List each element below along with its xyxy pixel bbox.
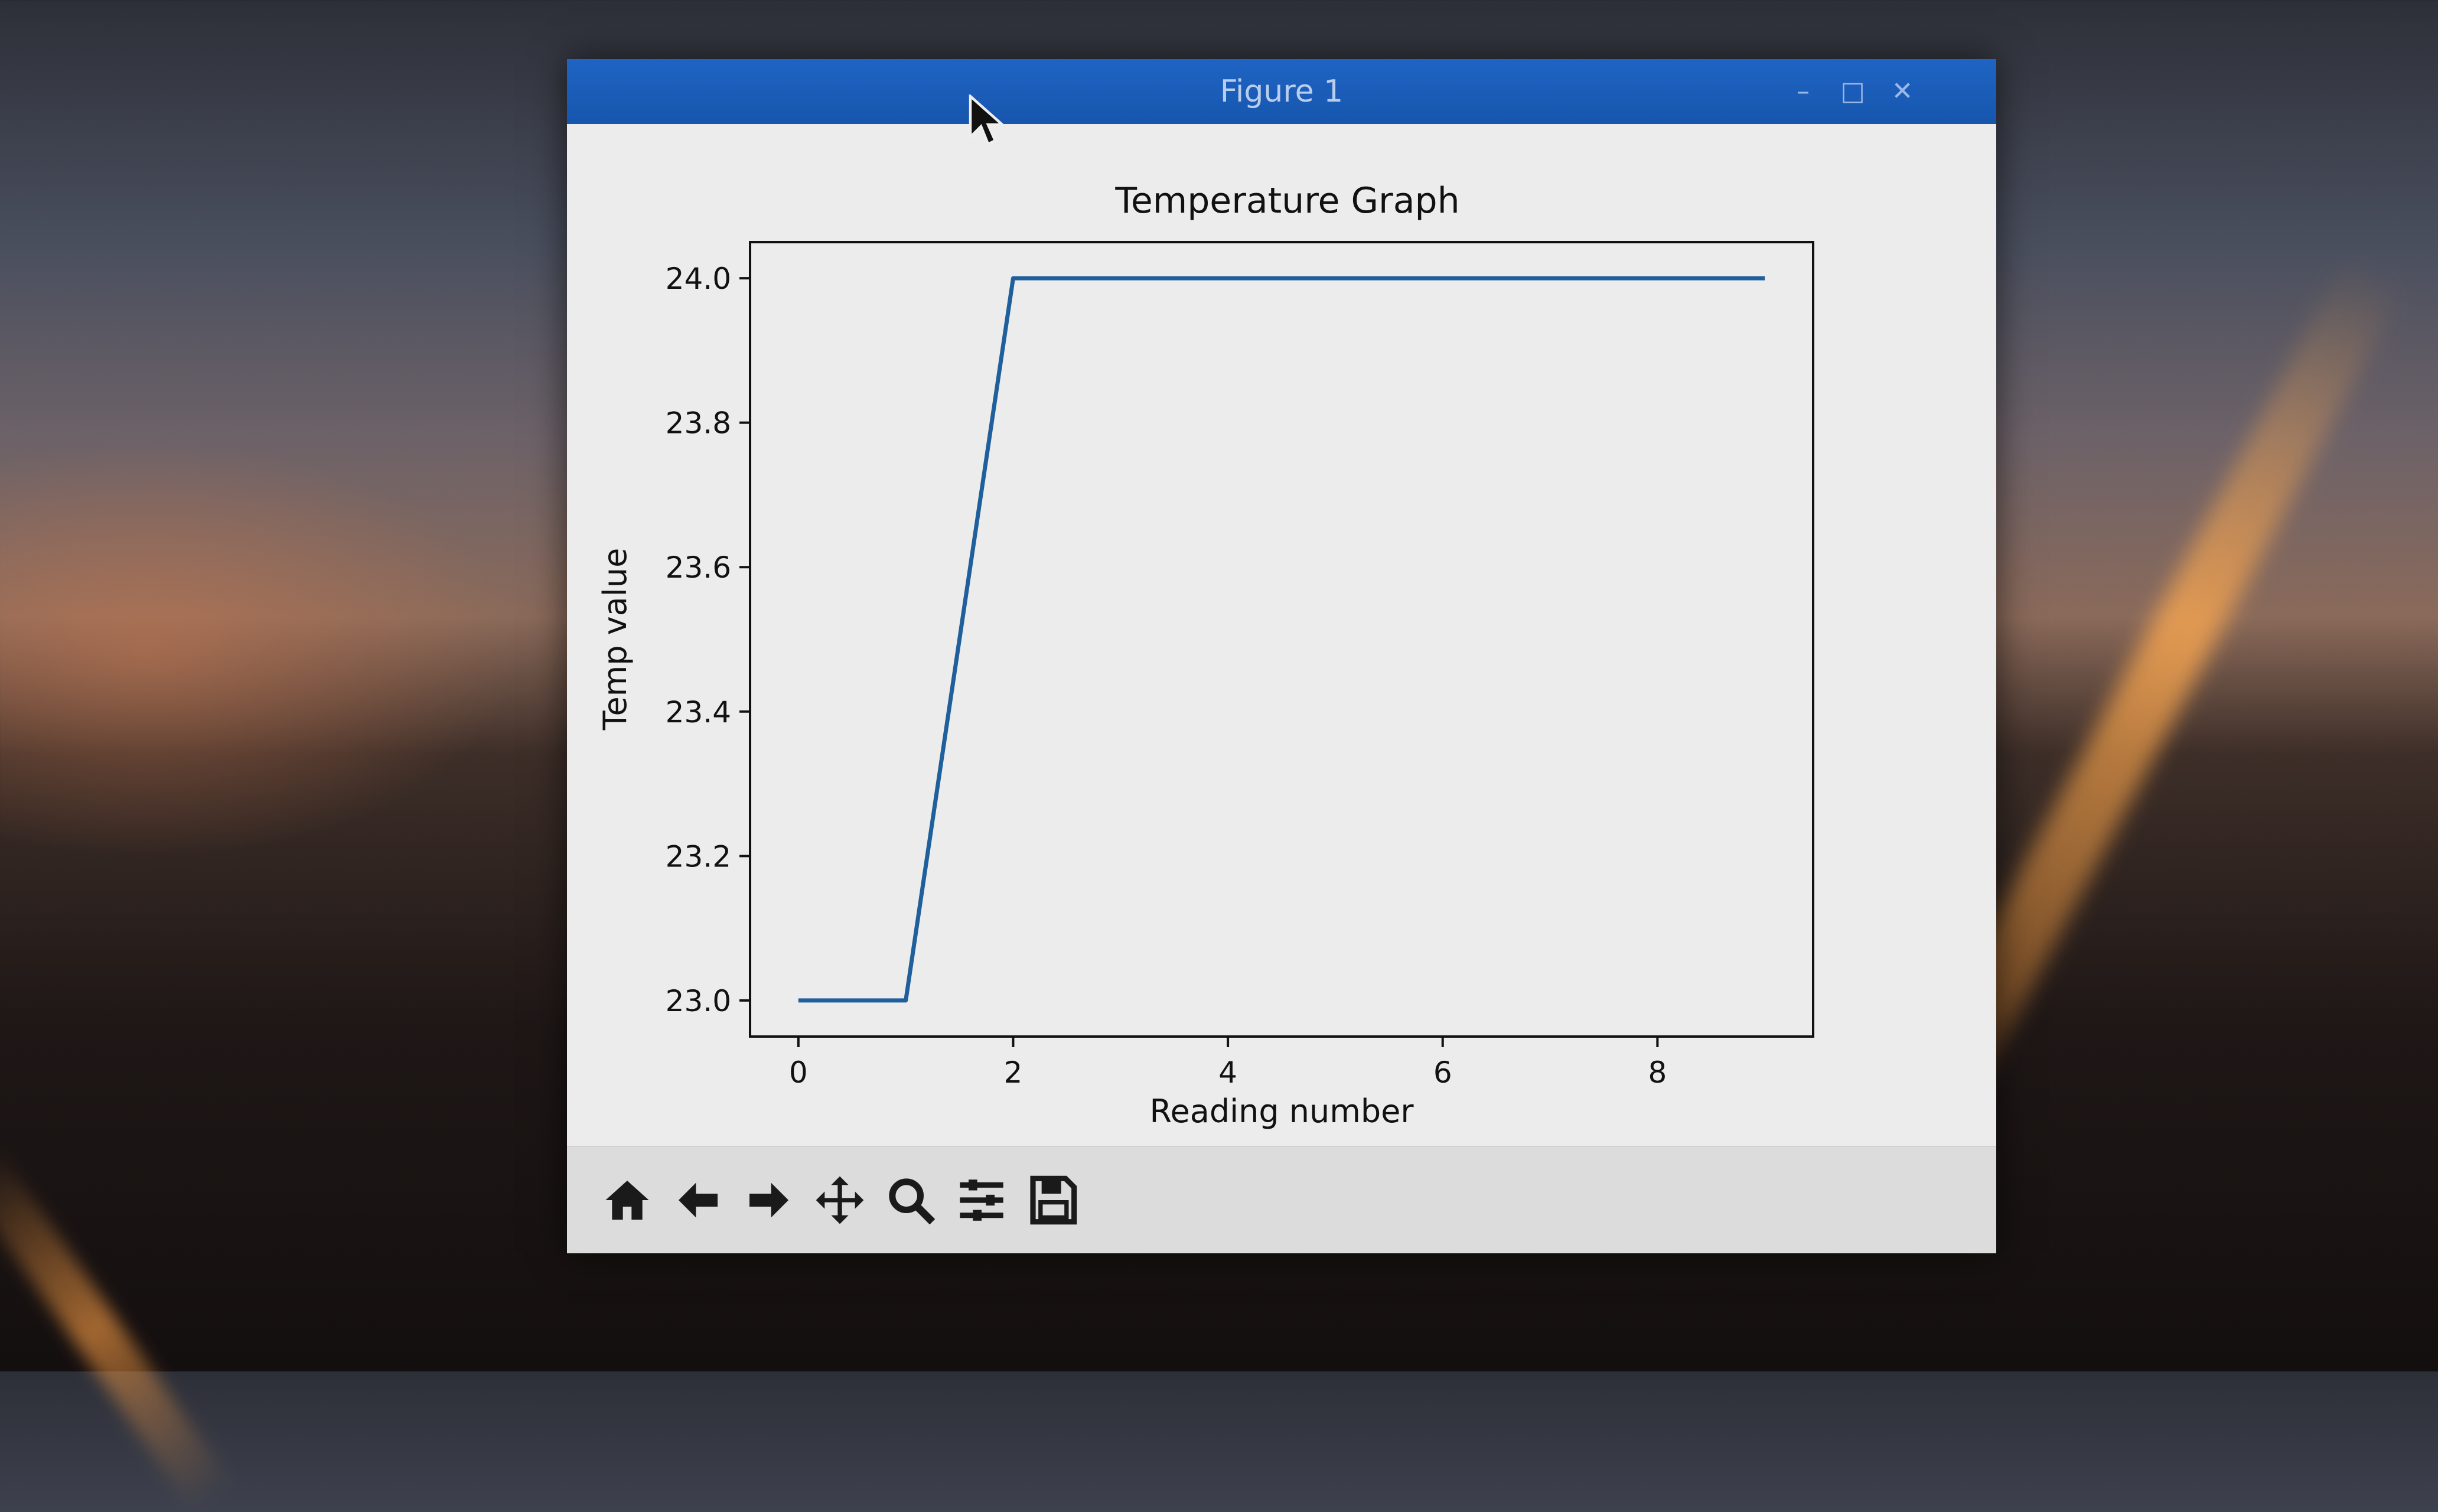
- chart-svg: Temperature Graph 0 2 4 6 8 23.0 23.2 23.4 23.6…: [597, 180, 1814, 1130]
- close-icon[interactable]: ✕: [1891, 76, 1914, 106]
- y-tick-label: 23.0: [666, 984, 731, 1018]
- y-tick-label: 23.6: [666, 550, 731, 585]
- navigation-toolbar: [567, 1146, 1996, 1253]
- home-icon[interactable]: [597, 1169, 658, 1231]
- chart-title: Temperature Graph: [1114, 180, 1459, 221]
- x-tick-label: 6: [1433, 1055, 1452, 1090]
- y-tick-label: 23.4: [666, 695, 731, 729]
- minimize-icon[interactable]: –: [1797, 76, 1810, 106]
- back-arrow-icon[interactable]: [667, 1169, 729, 1231]
- x-axis-label: Reading number: [1149, 1093, 1414, 1130]
- background-light-streak-2: [0, 1146, 233, 1512]
- y-ticks: 23.0 23.2 23.4 23.6 23.8 24.0: [666, 262, 750, 1018]
- title-bar[interactable]: Figure 1 – □ ✕: [567, 59, 1996, 124]
- x-tick-label: 4: [1218, 1055, 1237, 1090]
- x-tick-label: 0: [789, 1055, 808, 1090]
- configure-subplots-icon[interactable]: [951, 1169, 1012, 1231]
- figure-canvas: Temperature Graph 0 2 4 6 8 23.0 23.2 23.4 23.6…: [567, 124, 1996, 1211]
- y-tick-label: 23.8: [666, 406, 731, 441]
- series-group: [798, 276, 1765, 1003]
- x-tick-label: 2: [1004, 1055, 1023, 1090]
- zoom-icon[interactable]: [880, 1169, 941, 1231]
- y-axis-label: Temp value: [597, 548, 634, 731]
- save-icon[interactable]: [1022, 1169, 1083, 1231]
- y-tick-label: 24.0: [666, 262, 731, 296]
- series-line: [798, 276, 1765, 1003]
- x-ticks: 0 2 4 6 8: [789, 1037, 1667, 1090]
- axes-frame: [749, 241, 1814, 1038]
- pan-icon[interactable]: [809, 1169, 871, 1231]
- window-title: Figure 1: [1220, 74, 1344, 109]
- figure-window: Figure 1 – □ ✕ Temperature Graph 0 2 4 6 8 2…: [567, 59, 1996, 1253]
- x-tick-label: 8: [1648, 1055, 1667, 1090]
- maximize-icon[interactable]: □: [1840, 76, 1865, 106]
- forward-arrow-icon[interactable]: [738, 1169, 800, 1231]
- y-tick-label: 23.2: [666, 839, 731, 874]
- mouse-cursor-icon: [969, 94, 1004, 146]
